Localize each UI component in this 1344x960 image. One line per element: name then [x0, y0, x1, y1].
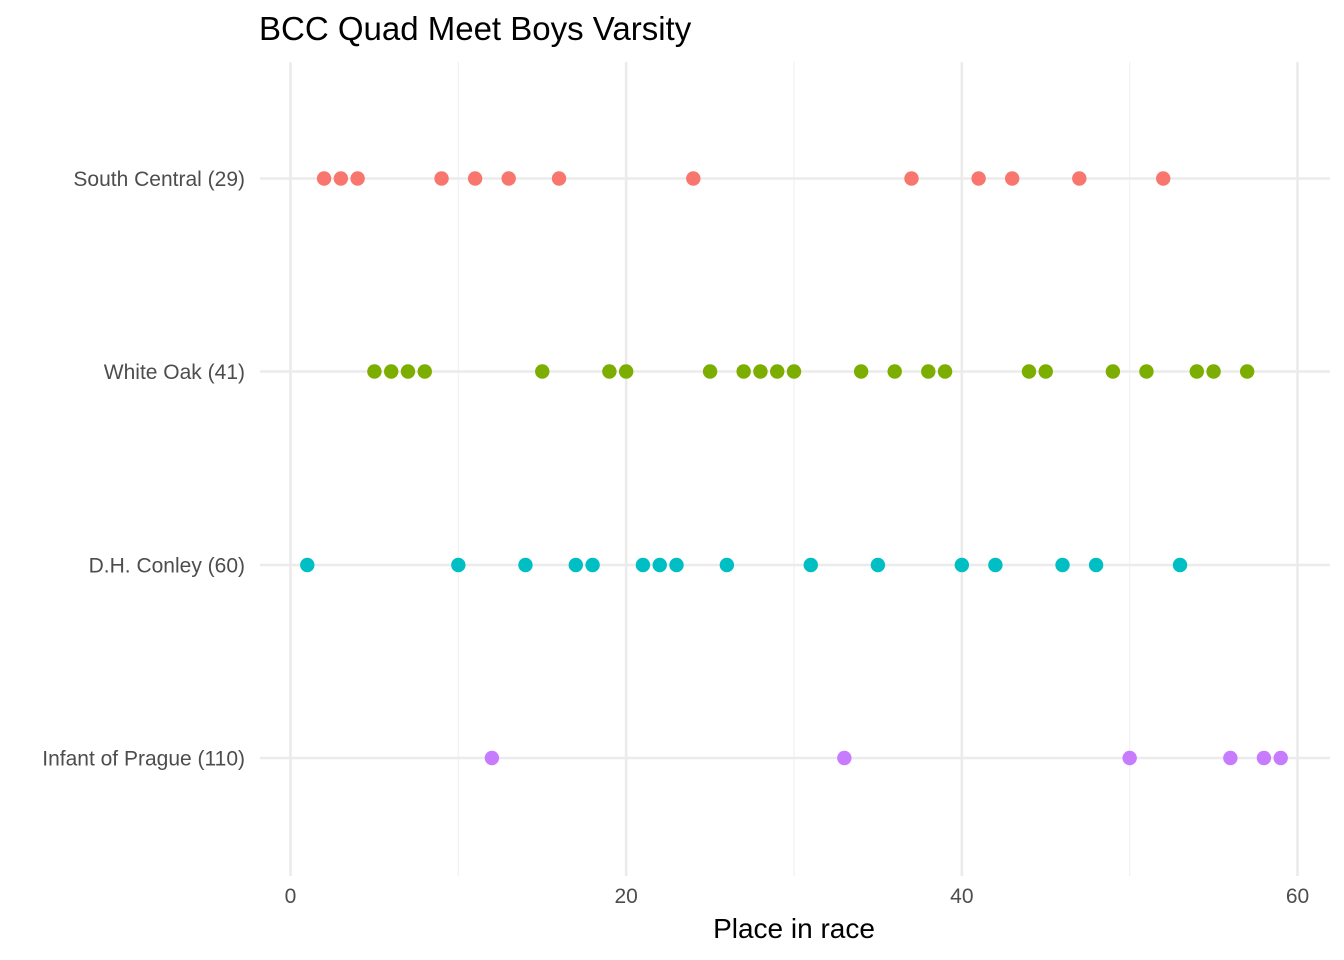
data-point [954, 557, 970, 573]
data-point [669, 557, 684, 573]
data-point [635, 557, 651, 573]
data-point [1139, 364, 1154, 379]
data-point [937, 364, 953, 379]
x-tick-label: 60 [1286, 885, 1309, 908]
data-point [417, 364, 432, 379]
data-point [568, 557, 584, 573]
data-point [1038, 364, 1053, 379]
data-point [367, 364, 382, 379]
data-point [921, 364, 936, 379]
data-point [518, 557, 533, 573]
data-point [350, 171, 365, 186]
y-tick-label: South Central (29) [73, 168, 245, 191]
plot-area: South Central (29) White Oak (41) D.H. Con… [42, 62, 1330, 908]
chart-title: BCC Quad Meet Boys Varsity [259, 10, 692, 47]
data-point [786, 364, 802, 379]
data-point [853, 364, 869, 379]
data-point [1273, 750, 1288, 766]
data-point [618, 364, 634, 379]
x-tick-label: 20 [614, 885, 637, 908]
y-tick-label: Infant of Prague (110) [42, 748, 245, 771]
data-point [316, 171, 332, 186]
data-point [1223, 750, 1238, 766]
data-point [1189, 364, 1205, 379]
data-point [1088, 557, 1104, 573]
data-point [770, 364, 785, 379]
y-tick-label: White Oak (41) [104, 361, 245, 384]
data-point [467, 171, 483, 186]
data-point [484, 750, 500, 766]
data-point [1256, 750, 1272, 766]
data-point [451, 557, 466, 573]
data-point [870, 557, 886, 573]
data-point [1004, 171, 1020, 186]
data-point [753, 364, 768, 379]
data-point [333, 171, 349, 186]
data-point [988, 557, 1003, 573]
data-point [384, 364, 399, 379]
data-point [1172, 557, 1188, 573]
data-point [585, 557, 600, 573]
data-point [1239, 364, 1255, 379]
data-point [1072, 171, 1087, 186]
data-point [535, 364, 550, 379]
data-point [803, 557, 818, 573]
x-axis-title: Place in race [713, 913, 875, 944]
data-point [702, 364, 718, 379]
data-point [837, 750, 852, 766]
data-point [1055, 557, 1070, 573]
data-point [400, 364, 416, 379]
data-point [971, 171, 986, 186]
data-point [1021, 364, 1037, 379]
x-tick-label: 0 [285, 885, 297, 908]
x-tick-label: 40 [950, 885, 973, 908]
data-point [652, 557, 667, 573]
data-point [501, 171, 516, 186]
data-point [551, 171, 567, 186]
y-tick-label: D.H. Conley (60) [89, 555, 245, 578]
data-point [887, 364, 902, 379]
data-point [434, 171, 449, 186]
data-point [686, 171, 701, 186]
data-point [719, 557, 735, 573]
data-point [602, 364, 617, 379]
data-point [1156, 171, 1171, 186]
data-point [1206, 364, 1221, 379]
data-point [736, 364, 751, 379]
data-point [1122, 750, 1137, 766]
data-point [300, 557, 315, 573]
data-point [1105, 364, 1121, 379]
data-point [904, 171, 919, 186]
